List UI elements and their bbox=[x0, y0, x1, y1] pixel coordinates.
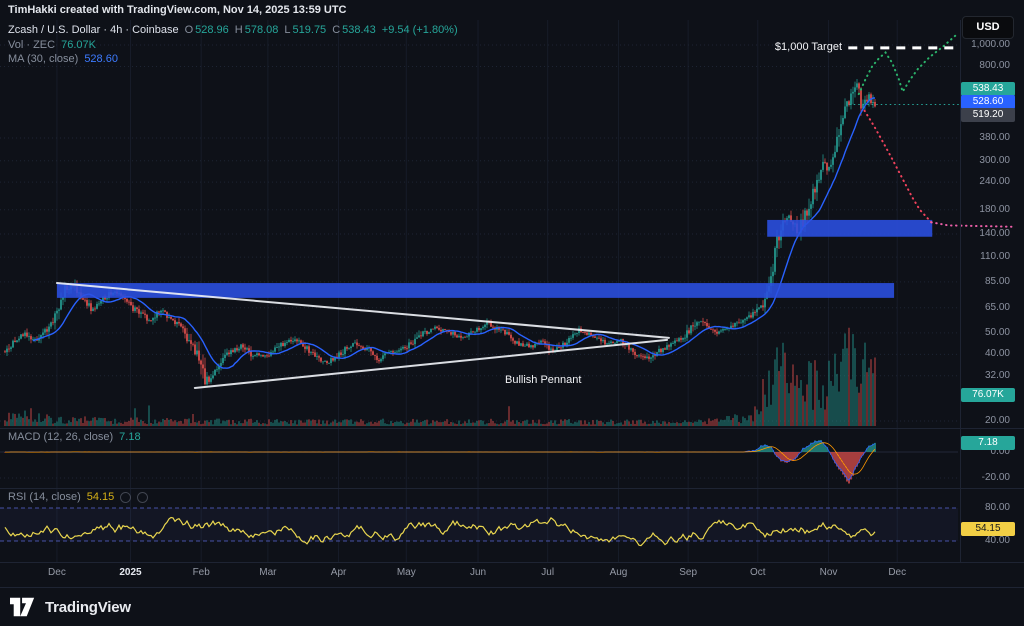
attribution-text: TimHakki created with TradingView.com, N… bbox=[8, 4, 347, 16]
price-axis-tick: 85.00 bbox=[984, 275, 1010, 287]
tradingview-logo-icon[interactable] bbox=[10, 597, 36, 617]
time-axis-label: Nov bbox=[819, 567, 838, 578]
volume-legend-row[interactable]: Vol · ZEC 76.07K bbox=[8, 39, 96, 51]
time-axis-label: Feb bbox=[192, 567, 210, 578]
macd-legend-row[interactable]: MACD (12, 26, close) 7.18 bbox=[8, 431, 141, 443]
time-axis-label: Sep bbox=[679, 567, 698, 578]
price-axis-tick: 800.00 bbox=[979, 60, 1010, 72]
symbol-title: Zcash / U.S. Dollar · 4h · Coinbase bbox=[8, 24, 179, 36]
ohlc-close: C 538.43 bbox=[332, 24, 376, 36]
macd-axis-zero: 0.00 bbox=[990, 446, 1010, 457]
rsi-legend-row[interactable]: RSI (14, close) 54.15 bbox=[8, 491, 149, 503]
ohlc-low: L 519.75 bbox=[284, 24, 327, 36]
eye-icon[interactable] bbox=[120, 491, 132, 503]
currency-button[interactable]: USD bbox=[962, 16, 1014, 39]
time-axis-label: Apr bbox=[330, 567, 347, 578]
symbol-legend-row[interactable]: Zcash / U.S. Dollar · 4h · Coinbase O 528… bbox=[8, 24, 458, 36]
time-axis-label: Oct bbox=[749, 567, 766, 578]
price-axis-tick: 20.00 bbox=[984, 414, 1010, 426]
time-axis-label: May bbox=[396, 567, 416, 578]
price-axis-tick: 50.00 bbox=[984, 326, 1010, 338]
pane-separator-rsi[interactable] bbox=[0, 488, 1024, 489]
pennant-annotation[interactable]: Bullish Pennant bbox=[505, 374, 582, 386]
rsi-label: RSI (14, close) bbox=[8, 491, 81, 503]
price-axis-tick: 140.00 bbox=[979, 227, 1010, 239]
ref-price-tag: 519.20 bbox=[961, 108, 1015, 122]
footer-separator bbox=[0, 587, 1024, 588]
ma-price-tag: 528.60 bbox=[961, 95, 1015, 109]
ohlc-high: H 578.08 bbox=[234, 24, 279, 36]
macd-value: 7.18 bbox=[119, 431, 141, 443]
volume-label: Vol · ZEC bbox=[8, 39, 56, 51]
ma-value: 528.60 bbox=[84, 53, 118, 65]
rsi-value: 54.15 bbox=[86, 491, 115, 503]
rsi-axis-tag: 54.15 bbox=[961, 522, 1015, 536]
time-axis-label: Jul bbox=[541, 567, 555, 578]
price-axis-tick: 65.00 bbox=[984, 301, 1010, 313]
price-axis-tick: 32.00 bbox=[984, 369, 1010, 381]
macd-label: MACD (12, 26, close) bbox=[8, 431, 114, 443]
price-change: +9.54 (+1.80%) bbox=[381, 24, 458, 36]
time-axis-separator bbox=[0, 562, 1024, 563]
ohlc-open: O 528.96 bbox=[184, 24, 229, 36]
rsi-axis-upper: 80.00 bbox=[984, 502, 1010, 513]
ma-label: MA (30, close) bbox=[8, 53, 79, 65]
time-axis-label: Mar bbox=[259, 567, 277, 578]
pane-separator-macd[interactable] bbox=[0, 428, 1024, 429]
target-annotation[interactable]: $1,000 Target bbox=[774, 41, 842, 53]
volume-axis-tag: 76.07K bbox=[961, 388, 1015, 402]
price-axis-border[interactable] bbox=[960, 20, 961, 562]
macd-axis-minus: -20.00 bbox=[981, 472, 1010, 483]
tradingview-brand-text[interactable]: TradingView bbox=[45, 598, 131, 616]
price-axis-tick: 300.00 bbox=[979, 154, 1010, 166]
price-axis-tick: 1,000.00 bbox=[971, 39, 1010, 50]
footer-bar: TradingView bbox=[0, 588, 1024, 626]
price-axis-tick: 180.00 bbox=[979, 203, 1010, 215]
price-axis-tick: 380.00 bbox=[979, 131, 1010, 143]
ma-legend-row[interactable]: MA (30, close) 528.60 bbox=[8, 53, 118, 65]
time-axis-label: Aug bbox=[609, 567, 628, 578]
macd-axis-tag: 7.18 bbox=[961, 436, 1015, 450]
last-price-tag: 538.43 bbox=[961, 82, 1015, 96]
time-axis-label: Jun bbox=[469, 567, 487, 578]
rsi-axis-lower: 40.00 bbox=[984, 535, 1010, 546]
time-axis-label: Dec bbox=[888, 567, 907, 578]
time-axis-label: 2025 bbox=[119, 567, 142, 578]
more-icon[interactable] bbox=[137, 491, 149, 503]
price-axis-tick: 240.00 bbox=[979, 176, 1010, 188]
volume-value: 76.07K bbox=[61, 39, 96, 51]
price-axis-tick: 110.00 bbox=[980, 251, 1010, 263]
price-axis-tick: 40.00 bbox=[984, 348, 1010, 360]
time-axis-label: Dec bbox=[48, 567, 66, 578]
